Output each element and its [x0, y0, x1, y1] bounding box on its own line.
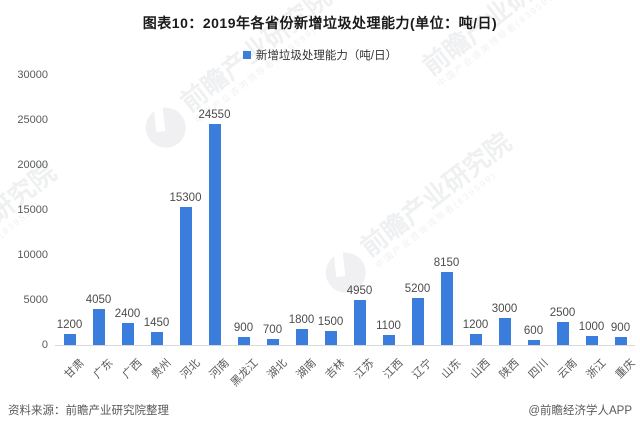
bar — [440, 272, 453, 345]
bar-value-label: 24550 — [198, 109, 231, 121]
bar — [527, 340, 540, 345]
bar-value-label: 4950 — [346, 285, 373, 297]
x-axis: 甘肃 广东 广西 贵州 河北 河南 黑龙江 湖北 湖南 吉林 江苏 江西 辽宁 山东 山西 陕西 四川 云南 浙江重… — [55, 347, 637, 393]
bar-value-label: 1100 — [376, 320, 401, 332]
legend-swatch-icon — [242, 51, 251, 59]
y-axis: 0 5000 10000 15000 20000 25000 30000 — [0, 0, 48, 433]
bar — [295, 329, 308, 345]
bar — [121, 323, 134, 345]
bar-value-label: 5200 — [404, 283, 431, 295]
bar-value-label: 700 — [262, 324, 283, 336]
bar-value-label: 2500 — [549, 307, 576, 319]
bar — [208, 124, 221, 345]
bar — [556, 322, 569, 345]
bar-value-label: 1500 — [317, 316, 344, 328]
source-text: 资料来源：前瞻产业研究院整理 — [8, 405, 169, 417]
chart-title: 图表10：2019年各省份新增垃圾处理能力(单位：吨/日) — [142, 15, 498, 31]
bar — [411, 298, 424, 345]
bar-value-label: 4050 — [85, 294, 112, 306]
bar — [63, 334, 76, 345]
y-tick-label: 25000 — [17, 114, 48, 126]
y-tick-label: 0 — [41, 339, 48, 351]
y-tick-label: 5000 — [23, 294, 48, 306]
bar — [266, 339, 279, 345]
bar-value-label: 1000 — [578, 321, 605, 333]
legend-label: 新增垃圾处理能力（吨/日） — [255, 50, 398, 62]
plot-area: 1200 4050 2400 1450 15300 24550 900 700 1800 1500… — [55, 76, 635, 346]
bar-value-label: 1200 — [462, 319, 489, 331]
legend: 新增垃圾处理能力（吨/日） — [0, 47, 640, 63]
bar-value-label: 15300 — [169, 192, 202, 204]
bar-value-label: 900 — [610, 322, 631, 334]
bar-value-label: 600 — [523, 325, 544, 337]
bar — [150, 332, 163, 345]
credit-text: @前瞻经济学人APP — [528, 405, 632, 417]
bar-value-label: 900 — [233, 322, 254, 334]
y-tick-label: 20000 — [17, 159, 48, 171]
bar — [498, 318, 511, 345]
bar — [614, 337, 627, 345]
bar — [324, 331, 337, 345]
bar — [469, 334, 482, 345]
bar-value-label: 3000 — [491, 303, 518, 315]
bar-value-label: 1200 — [56, 319, 83, 331]
bar — [179, 207, 192, 345]
bar — [353, 300, 366, 345]
bar-value-label: 1450 — [143, 317, 170, 329]
bar-value-label: 8150 — [433, 257, 460, 269]
bar-value-label: 2400 — [114, 308, 141, 320]
y-tick-label: 30000 — [17, 69, 48, 81]
bar-value-label: 1800 — [288, 314, 315, 326]
watermark-text: 前瞻产业研究院 — [416, 0, 579, 82]
bar — [382, 335, 395, 345]
y-tick-label: 10000 — [17, 249, 48, 261]
bar — [585, 336, 598, 345]
bar — [92, 309, 105, 345]
y-tick-label: 15000 — [17, 204, 48, 216]
bar — [237, 337, 250, 345]
